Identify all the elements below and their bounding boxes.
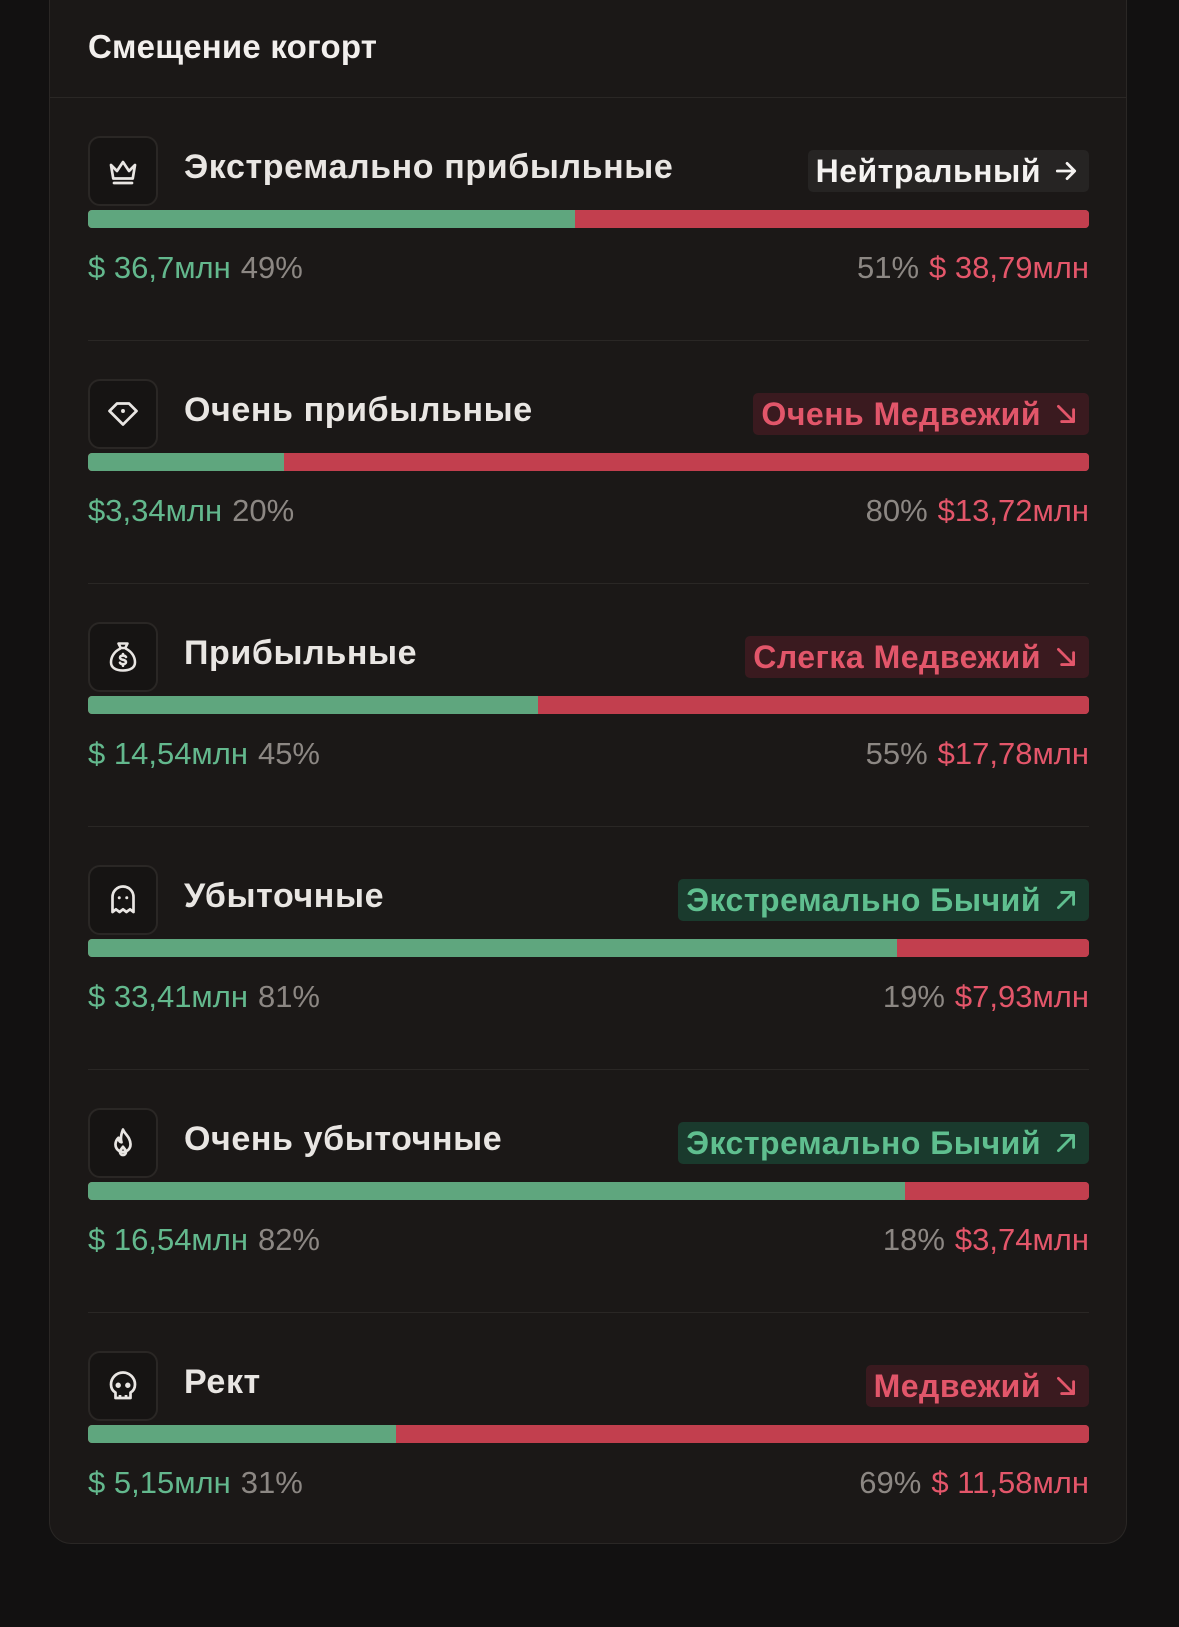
sentiment-badge: Экстремально Бычий <box>678 1122 1089 1164</box>
sell-percent: 18% <box>882 1222 945 1257</box>
buy-percent: 31% <box>240 1465 303 1500</box>
buy-sell-bar <box>88 939 1089 957</box>
cohort-stats: $3,34млн 20% 80% $13,72млн <box>88 491 1089 531</box>
sell-percent: 19% <box>882 979 945 1014</box>
sell-bar-segment <box>575 210 1089 228</box>
cohort-name: Очень убыточные <box>184 1120 503 1158</box>
arrow-down-right-icon <box>1053 1373 1079 1399</box>
buy-amount: $ 5,15млн <box>88 1465 231 1500</box>
sentiment-badge: Очень Медвежий <box>753 393 1089 435</box>
buy-sell-bar <box>88 210 1089 228</box>
sentiment-label: Медвежий <box>873 1367 1041 1404</box>
buy-amount: $ 14,54млн <box>88 736 248 771</box>
cohort-stats: $ 33,41млн 81% 19% $7,93млн <box>88 977 1089 1017</box>
cohort-name: Прибыльные <box>184 634 418 672</box>
sell-percent: 51% <box>857 250 920 285</box>
money-bag-icon <box>88 622 158 692</box>
sell-bar-segment <box>538 696 1089 714</box>
sell-bar-segment <box>396 1425 1089 1443</box>
cohort-row-4[interactable]: Очень убыточные Экстремально Бычий $ 16,… <box>88 1070 1089 1313</box>
crown-icon <box>88 136 158 206</box>
arrow-up-right-icon <box>1053 887 1079 913</box>
cohort-row-3[interactable]: Убыточные Экстремально Бычий $ 33,41млн … <box>88 827 1089 1070</box>
sell-bar-segment <box>284 453 1089 471</box>
sentiment-badge: Экстремально Бычий <box>678 879 1089 921</box>
sell-amount: $3,74млн <box>954 1222 1089 1257</box>
sentiment-badge: Слегка Медвежий <box>745 636 1089 678</box>
sentiment-label: Очень Медвежий <box>761 395 1041 432</box>
sentiment-label: Слегка Медвежий <box>753 638 1041 675</box>
cohort-row-2[interactable]: Прибыльные Слегка Медвежий $ 14,54млн 45… <box>88 584 1089 827</box>
cohort-list: Экстремально прибыльные Нейтральный $ 36… <box>50 98 1126 1556</box>
cohort-stats: $ 14,54млн 45% 55% $17,78млн <box>88 734 1089 774</box>
sell-amount: $17,78млн <box>937 736 1089 771</box>
flame-icon <box>88 1108 158 1178</box>
sell-amount: $7,93млн <box>954 979 1089 1014</box>
buy-amount: $ 33,41млн <box>88 979 248 1014</box>
cohort-name: Убыточные <box>184 877 385 915</box>
cohort-name: Очень прибыльные <box>184 391 533 429</box>
buy-bar-segment <box>88 696 539 714</box>
buy-bar-segment <box>88 1182 905 1200</box>
buy-amount: $3,34млн <box>88 493 223 528</box>
buy-percent: 20% <box>232 493 295 528</box>
buy-bar-segment <box>88 210 576 228</box>
sell-bar-segment <box>896 939 1089 957</box>
buy-percent: 49% <box>240 250 303 285</box>
cohort-stats: $ 36,7млн 49% 51% $ 38,79млн <box>88 248 1089 288</box>
sell-amount: $ 38,79млн <box>929 250 1089 285</box>
sell-percent: 55% <box>865 736 928 771</box>
sentiment-label: Экстремально Бычий <box>686 1124 1041 1161</box>
buy-bar-segment <box>88 453 285 471</box>
cohort-row-5[interactable]: Рект Медвежий $ 5,15млн 31% 69% <box>88 1313 1089 1556</box>
diamond-icon <box>88 379 158 449</box>
arrow-down-right-icon <box>1053 401 1079 427</box>
buy-sell-bar <box>88 696 1089 714</box>
buy-bar-segment <box>88 939 897 957</box>
buy-sell-bar <box>88 1425 1089 1443</box>
buy-amount: $ 36,7млн <box>88 250 231 285</box>
panel-header: Смещение когорт <box>50 0 1126 98</box>
sell-bar-segment <box>904 1182 1089 1200</box>
sell-amount: $13,72млн <box>937 493 1089 528</box>
cohort-row-1[interactable]: Очень прибыльные Очень Медвежий $3,34млн… <box>88 341 1089 584</box>
buy-sell-bar <box>88 453 1089 471</box>
buy-bar-segment <box>88 1425 397 1443</box>
sell-percent: 80% <box>865 493 928 528</box>
cohort-name: Рект <box>184 1363 261 1401</box>
skull-icon <box>88 1351 158 1421</box>
cohort-bias-panel: Смещение когорт Экстремально прибыльные … <box>49 0 1127 1544</box>
cohort-stats: $ 16,54млн 82% 18% $3,74млн <box>88 1220 1089 1260</box>
buy-amount: $ 16,54млн <box>88 1222 248 1257</box>
arrow-down-right-icon <box>1053 644 1079 670</box>
panel-title: Смещение когорт <box>88 27 378 65</box>
sentiment-badge: Медвежий <box>865 1365 1089 1407</box>
cohort-row-0[interactable]: Экстремально прибыльные Нейтральный $ 36… <box>88 98 1089 341</box>
ghost-icon <box>88 865 158 935</box>
buy-sell-bar <box>88 1182 1089 1200</box>
cohort-name: Экстремально прибыльные <box>184 148 674 186</box>
sentiment-badge: Нейтральный <box>807 150 1089 192</box>
sentiment-label: Экстремально Бычий <box>686 881 1041 918</box>
sell-amount: $ 11,58млн <box>931 1465 1089 1500</box>
arrow-up-right-icon <box>1053 1130 1079 1156</box>
buy-percent: 81% <box>257 979 320 1014</box>
buy-percent: 45% <box>257 736 320 771</box>
sentiment-label: Нейтральный <box>815 152 1041 189</box>
arrow-right-icon <box>1053 158 1079 184</box>
sell-percent: 69% <box>859 1465 922 1500</box>
cohort-stats: $ 5,15млн 31% 69% $ 11,58млн <box>88 1463 1089 1503</box>
buy-percent: 82% <box>257 1222 320 1257</box>
